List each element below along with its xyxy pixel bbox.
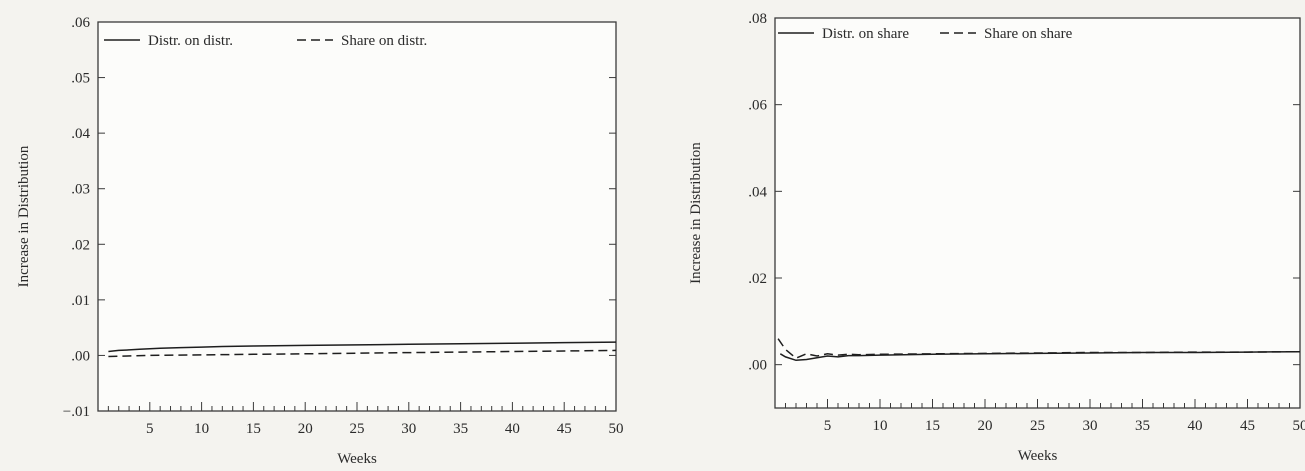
x-tick-label: 30: [1083, 418, 1098, 434]
y-tick-label: −.01: [63, 404, 90, 420]
x-tick-label: 45: [1240, 418, 1255, 434]
x-tick-label: 20: [298, 421, 313, 437]
x-tick-label: 40: [505, 421, 520, 437]
y-tick-label: .06: [748, 98, 767, 114]
x-tick-label: 50: [1293, 418, 1305, 434]
x-tick-label: 5: [824, 418, 832, 434]
x-axis-title: Weeks: [337, 451, 377, 467]
x-tick-label: 25: [1030, 418, 1045, 434]
legend-label: Distr. on share: [822, 26, 909, 42]
series-line-dashed: [777, 338, 1301, 360]
y-tick-label: .03: [71, 182, 90, 198]
x-tick-label: 10: [873, 418, 888, 434]
y-tick-label: .04: [748, 184, 767, 200]
x-tick-label: 30: [401, 421, 416, 437]
legend-label: Share on share: [984, 26, 1073, 42]
y-tick-label: .01: [71, 293, 90, 309]
y-tick-label: .08: [748, 11, 767, 27]
x-tick-label: 35: [1135, 418, 1150, 434]
x-tick-label: 50: [609, 421, 624, 437]
x-tick-label: 5: [146, 421, 154, 437]
x-tick-label: 35: [453, 421, 468, 437]
x-tick-label: 20: [978, 418, 993, 434]
chart-right: .00 .02 .04 .06 .08 5 10 15 20 25 30 35 40 45 50 Weeks I…: [688, 11, 1305, 464]
plot-frame: [97, 21, 617, 412]
y-axis-title: Increase in Distribution: [16, 145, 32, 287]
chart-left: −.01 .00 .01 .02 .03 .04 .05 .06 5 10 15 20 25 30 35 40…: [16, 15, 624, 467]
y-tick-label: .00: [71, 348, 90, 364]
plot-frame: [774, 17, 1301, 409]
y-tick-label: .04: [71, 126, 90, 142]
y-tick-label: .02: [71, 237, 90, 253]
x-axis-title: Weeks: [1018, 448, 1058, 464]
x-tick-label: 15: [246, 421, 261, 437]
x-tick-label: 45: [557, 421, 572, 437]
legend-label: Distr. on distr.: [148, 33, 233, 49]
x-tick-label: 25: [350, 421, 365, 437]
x-tick-label: 15: [925, 418, 940, 434]
y-tick-label: .05: [71, 71, 90, 87]
series-line-dashed: [108, 349, 617, 358]
y-tick-label: .06: [71, 15, 90, 31]
y-tick-label: .02: [748, 271, 767, 287]
x-tick-label: 10: [194, 421, 209, 437]
series-line-solid: [108, 341, 617, 353]
y-axis-title: Increase in Distribution: [688, 142, 704, 284]
x-tick-label: 40: [1188, 418, 1203, 434]
y-tick-label: .00: [748, 358, 767, 374]
legend-label: Share on distr.: [341, 33, 427, 49]
